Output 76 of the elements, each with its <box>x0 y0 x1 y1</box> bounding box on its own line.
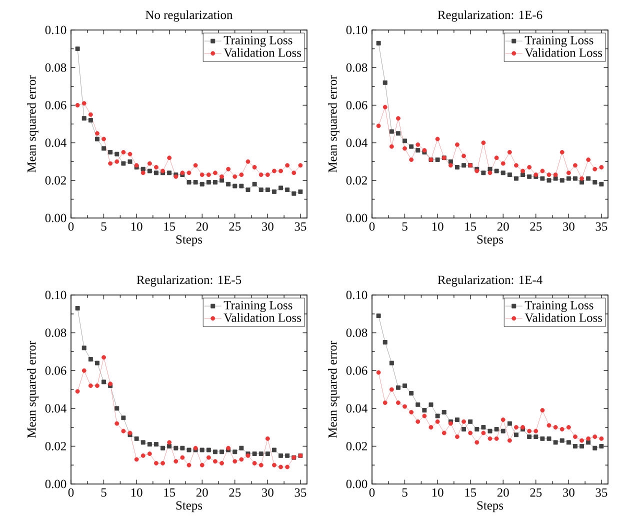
y-tick-label: 0.08 <box>346 328 368 338</box>
y-tick-label: 0.08 <box>45 63 66 72</box>
y-tick-label: 0.02 <box>45 442 66 450</box>
legend-label: Validation Loss <box>524 48 602 57</box>
y-tick-label: 0.04 <box>45 404 66 413</box>
x-tick-label: 30 <box>262 488 274 497</box>
y-tick-label: 0.02 <box>346 176 367 185</box>
chart-title: Regularization: 1E-4 <box>438 275 542 287</box>
x-tick-label: 35 <box>596 222 608 231</box>
legend-label: Validation Loss <box>524 313 602 322</box>
x-tick-label: 30 <box>262 222 274 231</box>
y-tick-label: 0.00 <box>346 214 368 222</box>
y-tick-label: 0.06 <box>346 100 368 110</box>
x-tick-label: 15 <box>164 222 176 231</box>
x-tick-label: 15 <box>465 488 476 497</box>
x-tick-label: 5 <box>101 222 106 231</box>
x-tick-label: 5 <box>101 488 106 497</box>
chart-title: Regularization: 1E-6 <box>438 10 542 22</box>
x-tick-label: 30 <box>563 488 574 497</box>
y-axis-title: Mean squared error <box>27 340 38 438</box>
y-tick-label: 0.02 <box>346 442 367 450</box>
x-tick-label: 0 <box>68 222 74 231</box>
x-tick-label: 25 <box>229 488 241 497</box>
x-tick-label: 10 <box>432 488 444 497</box>
y-tick-label: 0.04 <box>346 404 368 413</box>
legend-label: Training Loss <box>524 301 594 312</box>
x-tick-label: 35 <box>294 488 306 497</box>
legend-label: Training Loss <box>524 36 594 47</box>
x-tick-label: 20 <box>196 222 208 231</box>
chart-title: Regularization: 1E-5 <box>136 275 242 287</box>
y-tick-label: 0.08 <box>346 63 368 72</box>
x-tick-label: 25 <box>530 222 542 231</box>
y-tick-label: 0.06 <box>45 366 66 375</box>
y-tick-label: 0.04 <box>346 138 368 148</box>
y-tick-label: 0.10 <box>346 290 368 300</box>
y-axis-title: Mean squared error <box>328 340 340 438</box>
x-tick-label: 15 <box>164 488 176 497</box>
x-tick-label: 0 <box>369 222 375 231</box>
y-tick-label: 0.10 <box>346 26 368 34</box>
x-tick-label: 20 <box>497 222 509 231</box>
x-tick-label: 35 <box>294 222 306 231</box>
y-axis-title: Mean squared error <box>27 75 38 172</box>
chart-title: No regularization <box>146 10 233 22</box>
x-tick-label: 30 <box>563 222 574 231</box>
legend-label: Validation Loss <box>224 313 302 322</box>
x-axis-title: Steps <box>477 235 504 246</box>
y-tick-label: 0.10 <box>45 26 66 34</box>
y-tick-label: 0.00 <box>45 480 66 488</box>
y-tick-label: 0.06 <box>45 100 66 110</box>
y-axis-title: Mean squared error <box>328 75 340 172</box>
x-tick-label: 15 <box>465 222 476 231</box>
legend-label: Training Loss <box>224 301 292 312</box>
x-tick-label: 5 <box>402 222 408 231</box>
x-axis-title: Steps <box>176 501 202 512</box>
x-tick-label: 10 <box>432 222 444 231</box>
x-tick-label: 25 <box>530 488 542 497</box>
x-tick-label: 0 <box>68 488 74 497</box>
legend-label: Validation Loss <box>224 48 302 57</box>
x-tick-label: 10 <box>131 222 142 231</box>
legend-label: Training Loss <box>224 36 292 47</box>
x-axis-title: Steps <box>477 501 504 512</box>
y-tick-label: 0.06 <box>346 366 368 375</box>
x-tick-label: 20 <box>196 488 208 497</box>
x-tick-label: 25 <box>229 222 241 231</box>
y-tick-label: 0.10 <box>45 290 66 300</box>
x-tick-label: 35 <box>596 488 608 497</box>
y-tick-label: 0.04 <box>45 138 66 148</box>
y-tick-label: 0.02 <box>45 176 66 185</box>
x-tick-label: 5 <box>402 488 408 497</box>
y-tick-label: 0.00 <box>45 214 66 222</box>
y-tick-label: 0.08 <box>45 328 66 338</box>
x-tick-label: 0 <box>369 488 375 497</box>
x-axis-title: Steps <box>176 235 202 246</box>
x-tick-label: 10 <box>131 488 142 497</box>
y-tick-label: 0.00 <box>346 480 368 488</box>
x-tick-label: 20 <box>497 488 509 497</box>
